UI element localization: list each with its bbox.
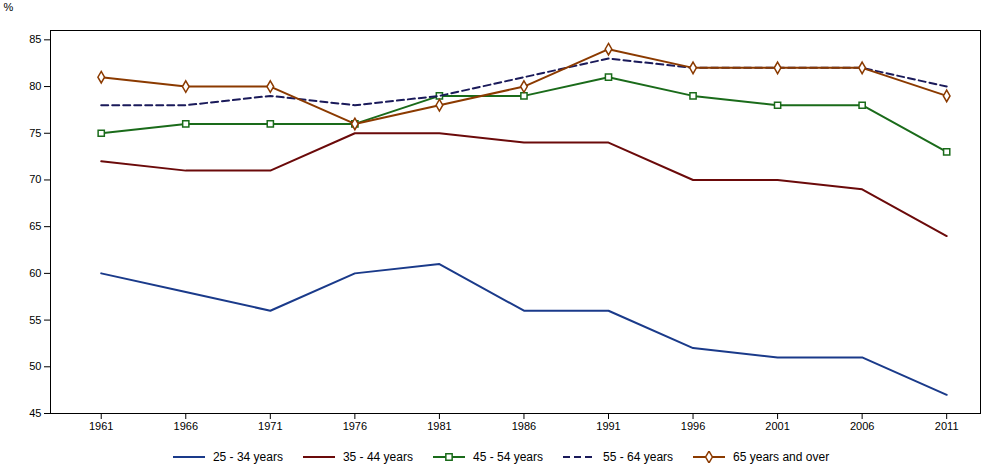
svg-text:55: 55 [29,314,41,326]
svg-text:1966: 1966 [174,420,198,432]
html-text:25 - 34 years: 25 - 34 years [212,450,283,464]
svg-text:%: % [4,1,14,13]
html-text:65 years and over: 65 years and over [733,450,830,464]
svg-text:70: 70 [29,173,41,185]
html-text:35 - 44 years: 35 - 44 years [342,450,413,464]
svg-text:1976: 1976 [343,420,367,432]
svg-text:65: 65 [29,220,41,232]
svg-text:80: 80 [29,80,41,92]
svg-text:1986: 1986 [512,420,536,432]
svg-text:60: 60 [29,267,41,279]
svg-text:85: 85 [29,33,41,45]
svg-text:2001: 2001 [765,420,789,432]
svg-text:1981: 1981 [427,420,451,432]
svg-text:1971: 1971 [258,420,282,432]
svg-text:1961: 1961 [89,420,113,432]
svg-text:1991: 1991 [596,420,620,432]
html-text:55 - 64 years: 55 - 64 years [603,450,674,464]
html-text:45 - 54 years: 45 - 54 years [473,450,543,464]
svg-text:1996: 1996 [681,420,705,432]
svg-text:50: 50 [29,360,41,372]
svg-text:2006: 2006 [850,420,874,432]
svg-text:45: 45 [29,407,41,419]
svg-text:75: 75 [29,127,41,139]
svg-text:2011: 2011 [935,420,959,432]
